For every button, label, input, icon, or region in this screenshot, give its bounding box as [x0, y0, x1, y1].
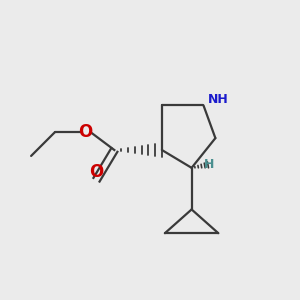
Text: H: H	[204, 158, 214, 171]
Text: O: O	[78, 123, 92, 141]
Text: O: O	[89, 163, 103, 181]
Text: NH: NH	[208, 93, 229, 106]
